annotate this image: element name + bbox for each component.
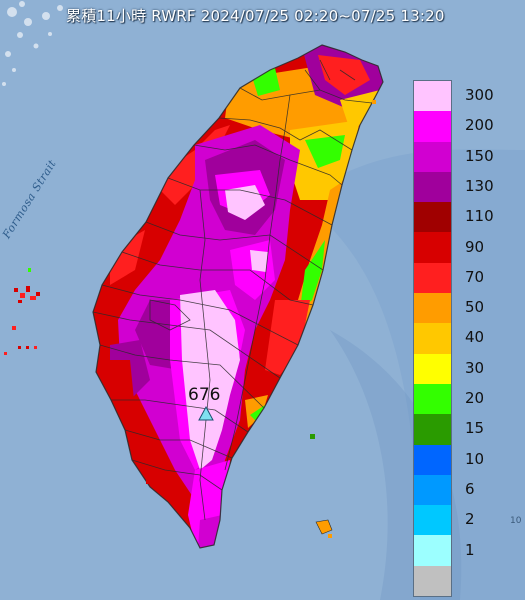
legend-label: 50 bbox=[465, 298, 485, 317]
legend-label: 30 bbox=[465, 358, 485, 377]
legend-label: 200 bbox=[465, 116, 494, 135]
map-title: 累積11小時 RWRF 2024/07/25 02:20~07/25 13:20 bbox=[66, 7, 445, 25]
deep-sea-shade bbox=[300, 149, 525, 600]
legend-label: 150 bbox=[465, 146, 494, 165]
legend-swatch bbox=[414, 111, 451, 142]
legend-swatch bbox=[414, 293, 451, 324]
legend-label: 70 bbox=[465, 267, 485, 286]
green-island bbox=[310, 434, 315, 439]
legend-swatch bbox=[414, 565, 451, 597]
rainfall-field bbox=[100, 45, 383, 548]
legend-swatch bbox=[414, 141, 451, 172]
xiaoliuqiu-island bbox=[146, 480, 150, 484]
legend-label: 1 bbox=[465, 540, 475, 559]
legend-label: 15 bbox=[465, 419, 485, 438]
legend-label: 130 bbox=[465, 176, 494, 195]
legend-label: 110 bbox=[465, 207, 494, 226]
legend-swatch bbox=[414, 202, 451, 233]
legend-swatch bbox=[414, 444, 451, 475]
legend-label: 6 bbox=[465, 479, 475, 498]
legend-label: 2 bbox=[465, 510, 475, 529]
legend-swatch bbox=[414, 262, 451, 294]
legend-swatch bbox=[414, 171, 451, 203]
cloud-speckles bbox=[2, 1, 63, 86]
triangle-marker-icon bbox=[198, 405, 214, 421]
legend-swatch bbox=[414, 81, 451, 112]
admin-boundaries bbox=[92, 44, 384, 549]
legend-label: 90 bbox=[465, 237, 485, 256]
legend-swatch bbox=[414, 414, 451, 445]
legend-swatch bbox=[414, 474, 451, 506]
legend-swatch bbox=[414, 232, 451, 263]
legend-label: 300 bbox=[465, 86, 494, 104]
peak-value-label: 676 bbox=[188, 385, 221, 405]
legend-swatch bbox=[414, 323, 451, 354]
legend-swatch bbox=[414, 353, 451, 384]
legend-swatch bbox=[414, 383, 451, 415]
legend-swatch bbox=[414, 535, 451, 566]
color-legend bbox=[413, 80, 452, 598]
legend-label: 20 bbox=[465, 389, 485, 407]
legend-label: 40 bbox=[465, 328, 485, 347]
edge-number: 10 bbox=[510, 516, 522, 526]
legend-swatch bbox=[414, 505, 451, 536]
legend-label: 10 bbox=[465, 449, 485, 468]
penghu-islands bbox=[4, 268, 40, 355]
orchid-island bbox=[315, 519, 333, 538]
guishan-island bbox=[372, 100, 376, 104]
